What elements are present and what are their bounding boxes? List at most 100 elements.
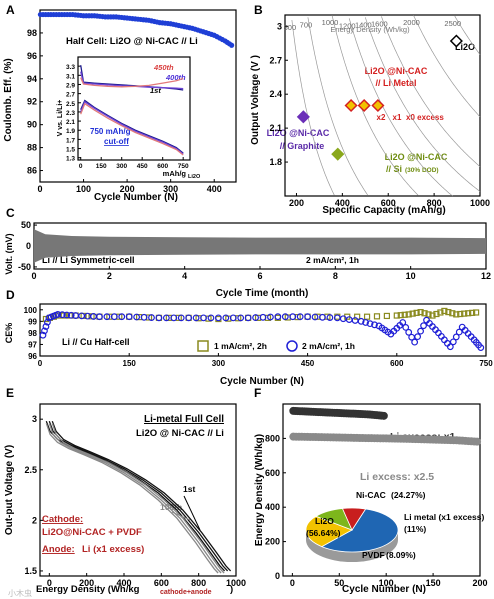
ce-circle-point — [170, 314, 178, 322]
x-tick-label: 0 — [79, 163, 83, 170]
y-tick-label: 94 — [27, 74, 37, 84]
b-label-li-metal-1: Li2O @Ni-CAC — [365, 66, 428, 76]
label-1st: 1st — [183, 484, 195, 494]
y-tick-label: 3.3 — [66, 64, 75, 71]
ce-square-point — [472, 309, 480, 316]
panel-b-y-label: Output Voltage (V ) — [250, 55, 261, 145]
y-tick-label: 50 — [21, 220, 31, 230]
x-tick-label: 6 — [257, 271, 262, 281]
ce-circle-point — [67, 311, 75, 319]
ce-circle-point — [319, 313, 326, 321]
ce-circle-point — [371, 321, 378, 329]
iso-energy-label: 500 — [284, 23, 297, 32]
panel-f-chart: Li excess: x1 Li excess: x2.5 Cycle Numb… — [254, 403, 488, 595]
panel-f-x-label: Cycle Number (N) — [342, 584, 426, 595]
ce-circle-point — [281, 313, 289, 321]
pie-pct-pvdf: (8.09%) — [386, 550, 416, 560]
y-tick-label: 2.3 — [66, 110, 75, 117]
ce-circle-point — [177, 314, 185, 322]
ce-circle-point — [207, 314, 215, 322]
ce-circle-point — [417, 327, 424, 335]
anode-heading: Anode: — [42, 544, 75, 555]
x-tick-label: 1000 — [470, 198, 490, 208]
point-x2 — [344, 98, 358, 113]
panel-a-x-label: Cycle Number (N) — [94, 192, 178, 203]
inset-curve-1st-discharge — [80, 99, 184, 154]
y-tick-label: 2.1 — [66, 119, 75, 126]
b-label-si-3: (30% DOD) — [405, 167, 439, 174]
iso-energy-line — [364, 17, 481, 192]
x-tick-label: 4 — [182, 271, 187, 281]
ce-circle-point — [267, 313, 274, 321]
ce-circle-point — [118, 313, 126, 321]
x-tick-label: 150 — [123, 359, 137, 368]
iso-energy-line — [307, 17, 368, 196]
panel-e-y-label: Out-put Voltage (V) — [4, 445, 15, 535]
x-tick-label: 450 — [137, 163, 148, 170]
ce-circle-point — [54, 311, 62, 318]
pie-slice-Li2O — [320, 508, 399, 553]
x-tick-label: 600 — [381, 198, 396, 208]
ce-square-point — [363, 313, 371, 320]
ce-circle-point — [140, 313, 148, 321]
x-tick-label: 0 — [47, 578, 52, 588]
panel-d-chart: Li // Cu Half-cell 1 mA/cm², 2h 2 mA/cm²… — [4, 303, 493, 387]
ce-square-point — [413, 309, 420, 316]
ce-square-point — [453, 311, 460, 318]
inset-curve-450th-discharge — [80, 102, 184, 156]
discharge-curve-1st — [51, 420, 232, 572]
ce-circle-point — [449, 338, 457, 346]
panel-b-x-label: Specific Capacity (mAh/g) — [322, 205, 445, 216]
ce-circle-point — [366, 320, 374, 328]
b-label-x1: x1 — [393, 113, 402, 122]
ce-circle-point — [63, 311, 71, 319]
ce-circle-point — [296, 313, 304, 321]
b-label-li-metal-2: // Li Metal — [375, 78, 416, 88]
ce-circle-point — [420, 322, 427, 330]
y-tick-label: 2.4 — [269, 89, 282, 99]
iso-energy-label: 2500 — [444, 19, 461, 28]
pie-chart — [305, 507, 399, 562]
ce-circle-point — [274, 313, 282, 321]
ce-square-point — [421, 310, 428, 317]
ce-circle-point — [155, 314, 163, 322]
ce-circle-point — [192, 314, 200, 322]
ce-circle-point — [162, 314, 170, 322]
discharge-curve-100th — [45, 422, 219, 574]
pie-label-li-metal: Li metal (x1 excess) — [404, 512, 484, 522]
panel-letter-d: D — [6, 288, 15, 302]
panel-letter-f: F — [254, 386, 261, 400]
y-tick-label: 1.8 — [269, 157, 282, 167]
y-tick-label: 3.1 — [66, 73, 75, 80]
y-tick-label: 92 — [27, 97, 37, 107]
discharge-curve-100th — [51, 422, 225, 574]
iso-energy-label: 1600 — [371, 19, 388, 28]
y-tick-label: 1.5 — [24, 566, 37, 576]
panel-f-y-label: Energy Density (Wh/kg) — [254, 434, 265, 546]
panel-b-chart: Energy Density (Wh/kg) Specific Capacity… — [250, 14, 490, 216]
x-tick-label: 600 — [154, 578, 169, 588]
y-tick-label: 1.7 — [66, 137, 75, 144]
panel-e-x-label-close: ) — [230, 584, 233, 595]
ce-circle-point — [399, 319, 407, 326]
ce-square-point — [401, 311, 408, 318]
inset-curve-450th — [80, 77, 184, 88]
panel-letter-a: A — [6, 3, 15, 17]
x-tick-label: 600 — [157, 163, 168, 170]
ce-square-point — [441, 307, 448, 315]
pie-label-ni-cac: Ni-CAC — [356, 490, 386, 500]
ce-circle-point — [148, 314, 155, 321]
y-tick-label: 2.7 — [269, 55, 282, 65]
panel-c-chart: Li // Li Symmetric-cell 2 mA/cm², 1h Cyc… — [4, 220, 491, 299]
ce-circle-point — [405, 328, 413, 336]
inset-label-450th: 450th — [153, 63, 174, 72]
x-tick-label: 0 — [37, 184, 42, 194]
y-tick-label: 1.5 — [66, 147, 75, 154]
iso-energy-line — [331, 15, 419, 196]
panel-e-title: Li-metal Full Cell — [144, 414, 224, 425]
y-tick-label: 2.9 — [66, 82, 75, 89]
b-label-x2: x2 — [377, 113, 386, 122]
ce-square-point — [60, 312, 67, 319]
ce-circle-point — [259, 313, 267, 321]
point-x1 — [357, 98, 371, 113]
